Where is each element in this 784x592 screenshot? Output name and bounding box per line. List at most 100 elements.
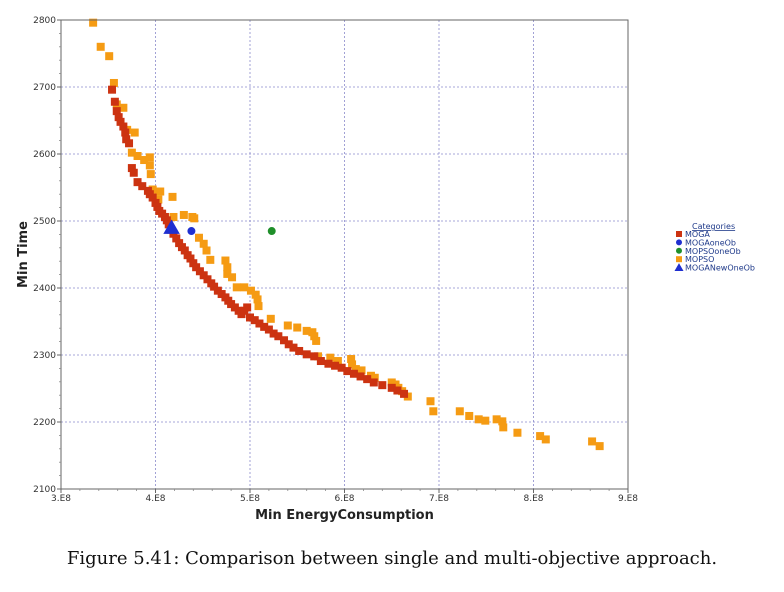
data-point-mopso — [96, 42, 105, 51]
data-point-mopso — [595, 442, 604, 451]
legend-label-moganewoneob: MOGANewOneOb — [685, 264, 755, 273]
data-point-moga — [260, 322, 269, 331]
data-point-moga — [153, 202, 162, 211]
data-point-moga — [284, 340, 293, 349]
data-point-mopso — [326, 353, 335, 362]
data-point-mopso — [140, 156, 149, 165]
data-point-mopso — [221, 256, 230, 265]
data-point-mopso — [474, 415, 483, 424]
data-point-moga — [151, 198, 160, 207]
y-tick-label: 2700 — [33, 83, 56, 93]
data-point-moga — [203, 275, 212, 284]
data-point-mopso — [127, 148, 136, 157]
x-tick-label: 6.E8 — [335, 494, 355, 504]
legend-label-mopsooneob: MOPSOoneOb — [685, 247, 741, 256]
data-point-mopso — [541, 435, 550, 444]
legend-label-moga: MOGA — [685, 230, 710, 239]
data-point-mopso — [246, 286, 255, 295]
data-point-mopso — [357, 366, 366, 375]
data-point-moga — [280, 336, 289, 345]
data-point-moga — [122, 135, 131, 144]
data-point-mopso — [223, 263, 232, 272]
legend-swatch-mopso — [676, 256, 682, 263]
data-point-moga — [264, 325, 273, 334]
x-tick-label: 4.E8 — [146, 494, 166, 504]
data-point-moga — [243, 303, 252, 312]
data-point-mopso — [156, 187, 165, 196]
data-point-mopso — [429, 407, 438, 416]
data-point-mopso — [240, 283, 249, 292]
y-tick-label: 2500 — [33, 217, 56, 227]
data-point-mopso — [199, 239, 208, 248]
data-point-mopso — [455, 407, 464, 416]
legend-swatch-mopsooneob — [676, 247, 682, 254]
data-point-moga — [195, 267, 204, 276]
data-point-mopso — [223, 269, 232, 278]
plot-background — [61, 20, 628, 489]
data-point-mopso — [465, 411, 474, 420]
axis-ticks: 2100 2200 2300 2400 2500 2600 2700 2800 3.E8 4.E8… — [33, 16, 638, 504]
data-point-mopso — [348, 360, 357, 369]
legend: Categories MOGAMOGAoneObMOPSOoneObMOPSOM… — [674, 222, 755, 273]
data-point-mopso — [202, 246, 211, 255]
data-point-mopso — [130, 128, 139, 137]
grid-lines — [61, 20, 628, 489]
data-point-moga — [164, 220, 173, 229]
data-point-mopso — [133, 152, 142, 161]
x-tick-label: 9.E8 — [618, 494, 638, 504]
data-point-moga — [269, 329, 278, 338]
data-point-moga — [162, 216, 171, 225]
data-point-moga — [121, 128, 130, 137]
data-point-mopso — [588, 437, 597, 446]
data-point-moga — [175, 239, 184, 248]
data-point-mopso — [148, 185, 157, 194]
x-tick-label: 5.E8 — [240, 494, 260, 504]
data-point-mopso — [481, 416, 490, 425]
data-point-mopso — [293, 323, 302, 332]
data-points — [89, 18, 604, 451]
data-point-mopso — [145, 153, 154, 162]
data-point-moga — [378, 381, 387, 390]
data-point-mopso — [499, 423, 508, 432]
data-point-moga — [127, 164, 136, 173]
data-point-mopso — [308, 328, 317, 337]
data-point-moga — [148, 193, 157, 202]
data-point-mopso — [146, 170, 155, 179]
data-point-moga — [119, 122, 128, 131]
data-point-mopso — [109, 78, 118, 87]
data-point-moga — [337, 363, 346, 372]
x-axis-title: Min EnergyConsumption — [255, 508, 434, 523]
data-point-moga — [255, 319, 264, 328]
y-tick-label: 2800 — [33, 16, 56, 26]
data-point-mopso — [179, 210, 188, 219]
y-tick-label: 2600 — [33, 150, 56, 160]
data-point-moga — [289, 343, 298, 352]
y-tick-label: 2300 — [33, 351, 56, 361]
y-axis-title: Min Time — [16, 221, 31, 288]
data-point-moga — [316, 357, 325, 366]
data-point-moga — [400, 389, 409, 398]
data-point-mopso — [498, 417, 507, 426]
data-point-mopso — [105, 52, 114, 61]
data-point-mopso — [347, 355, 356, 364]
data-point-moga — [324, 359, 333, 368]
data-point-mopso — [89, 18, 98, 27]
data-point-moga — [343, 367, 352, 376]
data-point-moga — [302, 350, 311, 359]
data-point-moga — [356, 372, 365, 381]
legend-title: Categories — [692, 222, 735, 231]
data-point-mopso — [194, 233, 203, 242]
data-point-moga — [129, 168, 138, 177]
data-point-mopso — [145, 161, 154, 170]
data-point-mopso — [333, 357, 342, 366]
data-point-moga — [114, 113, 123, 122]
data-point-mopso — [169, 212, 178, 221]
data-point-mopsooneob — [267, 227, 276, 236]
data-point-moga — [274, 332, 283, 341]
data-point-mopso — [283, 321, 292, 330]
data-point-mopso — [251, 290, 260, 299]
y-tick-label: 2100 — [33, 485, 56, 495]
y-tick-label: 2200 — [33, 418, 56, 428]
x-tick-label: 8.E8 — [524, 494, 544, 504]
